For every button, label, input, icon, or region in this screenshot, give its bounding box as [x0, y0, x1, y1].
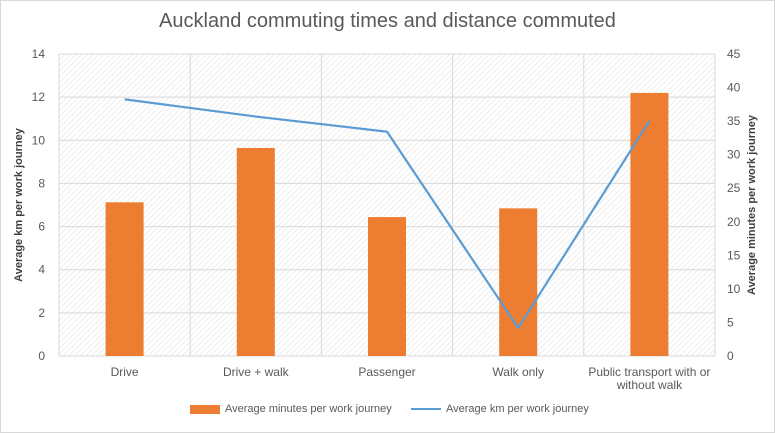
left-tick-label: 4 [38, 263, 45, 277]
right-tick-label: 15 [727, 248, 741, 262]
left-tick-label: 8 [38, 176, 45, 190]
x-tick-label: Public transport with or without walk [588, 365, 710, 392]
left-tick-label: 6 [38, 220, 45, 234]
x-tick-label-line: Drive + walk [223, 365, 290, 379]
left-tick-label: 0 [38, 349, 45, 363]
right-tick-label: 40 [727, 81, 741, 95]
bar [236, 147, 275, 356]
line-series [124, 98, 651, 330]
right-tick-label: 0 [727, 349, 734, 363]
legend-swatch-line [411, 408, 441, 410]
left-tick-label: 10 [32, 133, 46, 147]
chart-title: Auckland commuting times and distance co… [159, 10, 616, 32]
legend-item-line: Average km per work journey [411, 403, 589, 415]
x-tick-label: Drive [111, 365, 139, 379]
right-tick-label: 10 [727, 282, 741, 296]
right-tick-label: 25 [727, 181, 741, 195]
left-tick-label: 14 [32, 47, 46, 61]
left-tick-label: 2 [38, 306, 45, 320]
legend: Average minutes per work journey Average… [0, 403, 775, 421]
right-tick-label: 20 [727, 215, 741, 229]
left-axis-title: Average km per work journey [13, 127, 25, 282]
x-tick-label-line: Drive [111, 365, 139, 379]
legend-swatch-bar [190, 404, 220, 414]
right-tick-label: 30 [727, 148, 741, 162]
bar [105, 202, 144, 356]
bar [499, 208, 538, 356]
legend-item-bar: Average minutes per work journey [190, 403, 392, 415]
bar-series [105, 92, 669, 357]
right-axis-ticks: 0 5 10 15 20 25 30 35 40 45 [727, 47, 741, 363]
right-tick-label: 45 [727, 47, 741, 61]
x-tick-label-line: Walk only [492, 365, 544, 379]
x-tick-label-line: Public transport with or [588, 365, 710, 379]
x-tick-label-line: Passenger [358, 365, 415, 379]
bar [630, 92, 669, 357]
legend-label-bar: Average minutes per work journey [225, 403, 392, 415]
x-tick-label-line: without walk [616, 378, 683, 392]
legend-label-line: Average km per work journey [446, 403, 589, 415]
x-tick-label: Drive + walk [223, 365, 290, 379]
x-tick-label: Walk only [492, 365, 544, 379]
x-axis-ticks: Drive Drive + walk Passenger Walk only Publi… [111, 365, 711, 392]
x-tick-label: Passenger [358, 365, 415, 379]
left-tick-label: 12 [32, 90, 46, 104]
line-path [124, 98, 651, 330]
right-tick-label: 5 [727, 315, 734, 329]
right-tick-label: 35 [727, 114, 741, 128]
right-axis-title: Average minutes per work journey [746, 114, 758, 295]
left-axis-ticks: 0 2 4 6 8 10 12 14 [32, 47, 46, 363]
bar [368, 217, 406, 356]
